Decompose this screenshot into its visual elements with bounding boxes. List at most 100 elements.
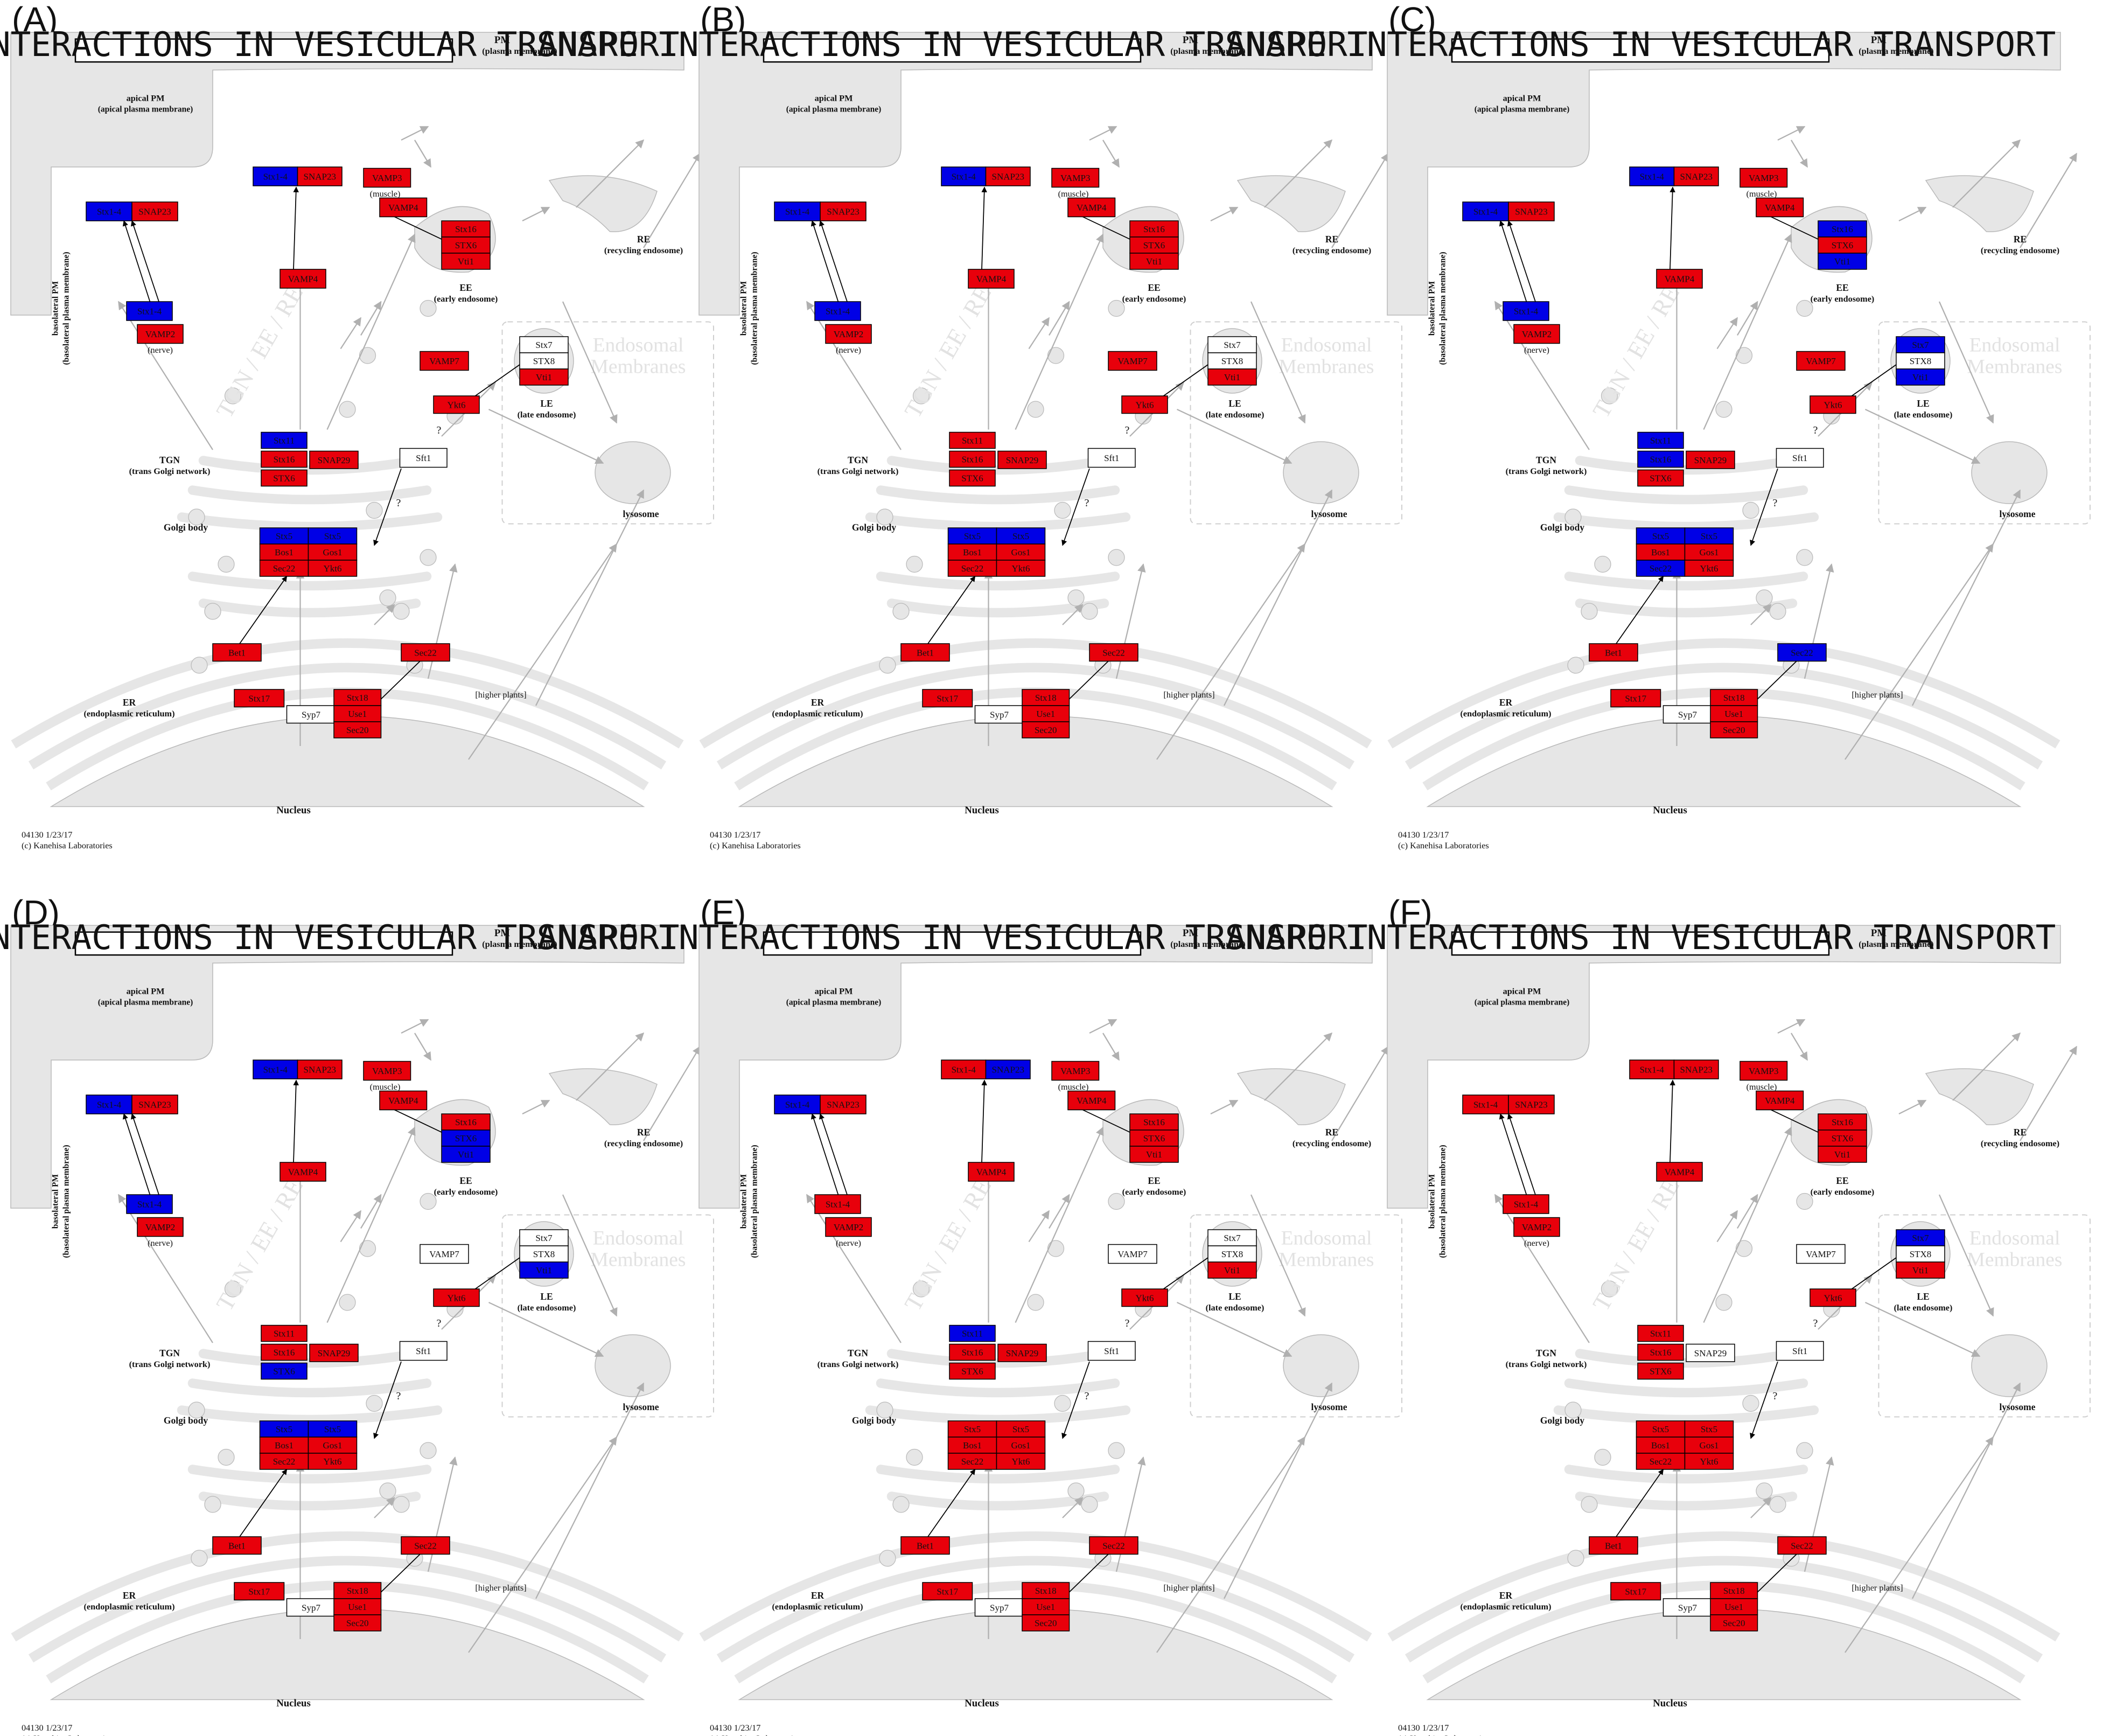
pm-sub-label: (plasma membrane): [1859, 46, 1933, 56]
gene-label-golgiR1: Stx5: [1012, 531, 1029, 541]
er-label: ER: [123, 697, 136, 708]
lysosome-shape: [1283, 1334, 1359, 1397]
gene-label-ee1: Stx16: [1832, 224, 1853, 234]
er-label: ER: [811, 1590, 825, 1601]
gene-label-golgiL2: Bos1: [275, 1440, 294, 1451]
gene-label-golgiR3: Ykt6: [1700, 1456, 1718, 1467]
gene-label-vamp4: VAMP4: [1665, 1167, 1695, 1177]
gene-box-stx17: [234, 689, 285, 708]
gene-box-ee3: [1818, 1146, 1867, 1163]
gene-box-er3: [333, 721, 382, 738]
le-label: LE: [1228, 398, 1241, 409]
vesicle: [1735, 1240, 1753, 1257]
gene-label-basoSyn: Stx1-4: [826, 306, 850, 317]
apical-pm-label: apical PM: [815, 94, 853, 103]
traffic-arrow: [1264, 139, 1333, 208]
traffic-arrow: [1028, 1210, 1050, 1243]
traffic-arrow: [1865, 1301, 1981, 1357]
gene-label-syp7: Syp7: [302, 1602, 320, 1613]
vesicle: [1756, 589, 1773, 606]
vesicle: [204, 1496, 221, 1513]
gene-label-basoSyn: Stx1-4: [137, 1200, 162, 1210]
er-label: ER: [1499, 1590, 1513, 1601]
gene-box-er1: [1022, 1582, 1070, 1599]
vesicle: [204, 603, 221, 620]
gene-label-snap23b: SNAP23: [138, 1100, 171, 1110]
gene-box-syp7: [974, 705, 1024, 724]
gene-box-snap23b: [820, 201, 867, 221]
gene-label-vamp3: VAMP3: [1749, 173, 1778, 183]
golgi-cisterna: [1564, 571, 1808, 591]
vesicle: [379, 589, 396, 606]
gene-label-golgiR3: Ykt6: [324, 1456, 342, 1467]
vesicle: [339, 401, 356, 418]
gene-label-ee2: STX6: [455, 240, 477, 250]
le-sub-label: (late endosome): [1894, 1303, 1953, 1313]
gene-label-ee3: Vti1: [1146, 256, 1162, 267]
traffic-arrow: [1791, 1033, 1808, 1061]
gene-box-er3: [333, 1614, 382, 1632]
gene-label-sft1: Sft1: [1792, 453, 1807, 463]
le-label: LE: [1228, 1291, 1241, 1302]
lysosome-shape: [1283, 441, 1359, 504]
gene-label-golgiR2: Gos1: [1700, 547, 1719, 557]
vesicle: [879, 1550, 896, 1567]
gene-label-sft1: Sft1: [416, 453, 431, 463]
gene-box-ee1: [1818, 220, 1867, 238]
watermark-membranes: Membranes: [590, 1249, 686, 1271]
watermark-tgn-ee-re: TGN / EE / RE: [899, 1174, 997, 1315]
watermark-endosomal: Endosomal: [593, 1228, 684, 1250]
gene-label-snap29: SNAP29: [1006, 1348, 1038, 1358]
ee-label: EE: [459, 1175, 472, 1186]
gene-box-vam6: [1809, 395, 1856, 414]
gene-box-golgiL3: [947, 560, 997, 577]
endosomal-membranes-box: [501, 321, 714, 525]
er-membrane: [699, 1531, 1372, 1642]
gene-label-snap29: SNAP29: [1006, 455, 1038, 465]
gene-label-basoSyn: Stx1-4: [1514, 306, 1539, 317]
snare-interaction-arrow: [1750, 468, 1778, 546]
higher-plants-label: [higher plants]: [1852, 690, 1903, 700]
traffic-arrow: [1703, 1126, 1792, 1323]
gene-box-tgn2: [261, 450, 308, 468]
vesicle: [1027, 401, 1044, 418]
gene-box-vamp3: [363, 168, 411, 188]
traffic-arrow: [118, 301, 213, 450]
golgi-cisterna: [187, 1465, 432, 1484]
recycling-endosome: [1236, 1068, 1346, 1125]
gene-box-le3: [1896, 368, 1945, 386]
nucleus-label: Nucleus: [276, 1698, 311, 1709]
gene-box-stx17: [1610, 689, 1661, 708]
ee-sub-label: (early endosome): [434, 294, 498, 304]
endosomal-membranes-box: [1190, 321, 1402, 525]
gene-box-sft1: [399, 1341, 448, 1361]
gene-box-snap29: [997, 450, 1047, 469]
gene-label-tgn2: Stx16: [1650, 1348, 1672, 1358]
gene-box-golgiL3: [947, 1453, 997, 1470]
vesicle: [906, 1448, 923, 1466]
snare-interaction-arrow: [1163, 1253, 1214, 1289]
golgi-cisterna: [886, 456, 1109, 475]
gene-label-er1: Stx18: [1723, 693, 1745, 703]
gene-box-sec22: [1089, 1536, 1138, 1555]
gene-label-tgn1: Stx11: [962, 1329, 983, 1339]
vesicle: [912, 1280, 930, 1298]
le-sub-label: (late endosome): [518, 410, 576, 420]
gene-box-golgiR3: [996, 1453, 1046, 1470]
diagram-title: SNARE INTERACTIONS IN VESICULAR TRANSPOR…: [537, 918, 1368, 957]
gene-box-tgn2: [1637, 1343, 1684, 1361]
gene-box-snap29: [997, 1343, 1047, 1362]
traffic-arrow: [468, 543, 617, 760]
gene-box-er1: [333, 1582, 382, 1599]
gene-box-snap23apical: [1673, 166, 1719, 186]
gene-box-golgiL2: [259, 543, 309, 561]
vesicle: [1047, 347, 1065, 364]
gene-box-golgiL1: [1636, 527, 1686, 545]
gene-box-tgn2: [1637, 450, 1684, 468]
gene-label-sec22: Sec22: [1791, 1540, 1813, 1551]
re-sub-label: (recycling endosome): [1292, 1139, 1371, 1148]
gene-box-le3: [1207, 368, 1257, 386]
gene-label-apicalSyn: Stx1-4: [263, 172, 288, 182]
gene-label-syp7: Syp7: [990, 1602, 1009, 1613]
